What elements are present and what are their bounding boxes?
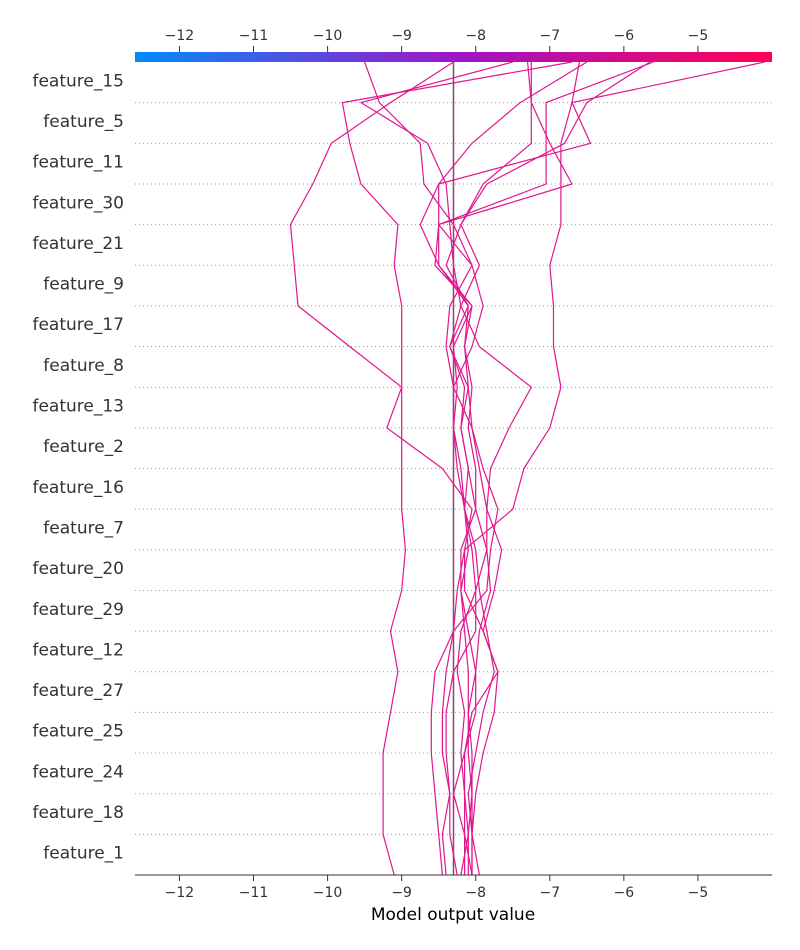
top-tick-label: −9 — [391, 28, 412, 44]
feature-label: feature_20 — [32, 559, 124, 579]
feature-label: feature_25 — [32, 722, 124, 742]
feature-label: feature_24 — [32, 762, 124, 782]
top-tick-label: −12 — [165, 28, 195, 44]
bottom-tick-label: −12 — [165, 885, 195, 901]
feature-label: feature_7 — [43, 518, 124, 538]
feature-label: feature_1 — [43, 844, 124, 864]
decision-line — [441, 61, 765, 876]
bottom-tick-label: −8 — [465, 885, 486, 901]
feature-label: feature_17 — [32, 315, 124, 335]
decision-line — [364, 61, 499, 876]
bottom-tick-label: −7 — [539, 885, 560, 901]
feature-label: feature_18 — [32, 803, 124, 823]
bottom-tick-label: −11 — [239, 885, 269, 901]
decision-line — [449, 62, 532, 875]
decision-line — [360, 61, 532, 875]
decision-line — [341, 61, 573, 876]
bottom-tick-label: −6 — [614, 885, 635, 901]
decision-line — [289, 61, 499, 876]
feature-label: feature_9 — [43, 275, 124, 295]
bottom-tick-label: −9 — [391, 885, 412, 901]
feature-label: feature_27 — [32, 681, 124, 701]
feature-label: feature_12 — [32, 640, 124, 660]
feature-label: feature_15 — [32, 71, 124, 91]
colorbar — [135, 52, 772, 62]
feature-label: feature_29 — [32, 600, 124, 620]
feature-label: feature_16 — [32, 478, 124, 498]
top-tick-label: −11 — [239, 28, 269, 44]
top-tick-label: −7 — [539, 28, 560, 44]
feature-label: feature_8 — [43, 356, 124, 376]
top-tick-label: −10 — [313, 28, 343, 44]
feature-label: feature_11 — [32, 153, 124, 173]
bottom-axis: −12 −11 −10 −9 −8 −7 −6 −5 — [165, 875, 709, 901]
feature-label: feature_21 — [32, 234, 124, 254]
top-axis: −12 −11 −10 −9 −8 −7 −6 −5 — [165, 28, 709, 52]
top-tick-label: −6 — [614, 28, 635, 44]
top-tick-label: −8 — [465, 28, 486, 44]
x-axis-title: Model output value — [371, 905, 535, 925]
decision-line — [438, 61, 654, 875]
feature-label: feature_30 — [32, 193, 124, 213]
feature-label: feature_2 — [43, 437, 124, 457]
feature-label: feature_5 — [43, 112, 124, 132]
top-tick-label: −5 — [688, 28, 709, 44]
bottom-tick-label: −5 — [688, 885, 709, 901]
decision-lines — [289, 61, 765, 876]
bottom-tick-label: −10 — [313, 885, 343, 901]
decision-line — [445, 61, 651, 876]
decision-line — [438, 61, 573, 876]
feature-label: feature_13 — [32, 397, 124, 417]
feature-labels: feature_15 feature_5 feature_11 feature_30f… — [32, 71, 124, 863]
